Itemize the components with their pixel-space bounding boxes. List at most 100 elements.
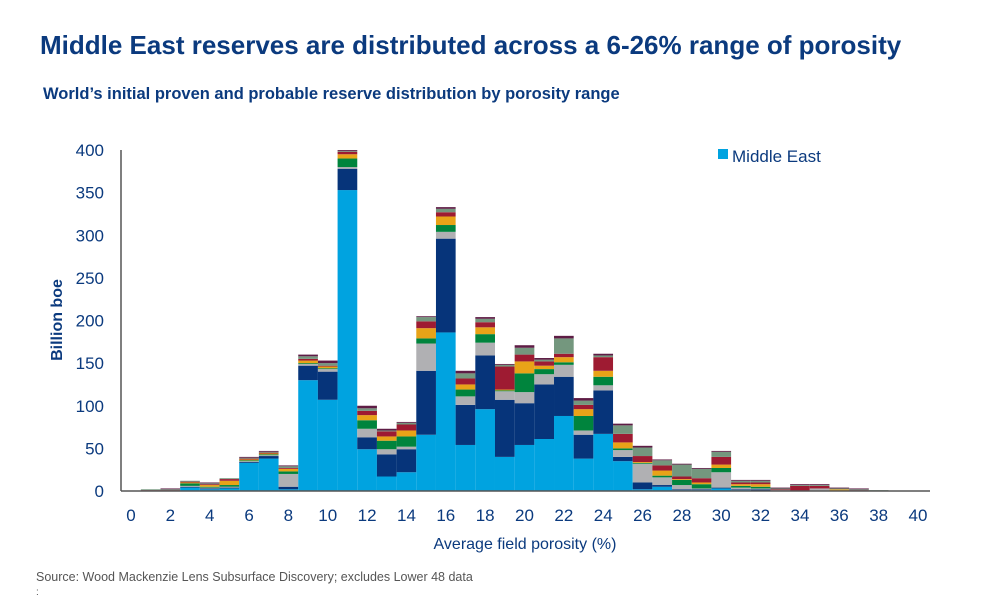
bar-segment-4-series-2 — [199, 487, 220, 489]
bar-segment-21-series-6 — [534, 359, 555, 362]
bar-segment-29-series-4 — [691, 482, 712, 485]
bar-segment-18-series-7 — [475, 317, 495, 319]
bar-segment-19-series-0 — [494, 456, 515, 491]
bar-segment-34-series-5 — [790, 485, 810, 491]
bar-segment-32-series-7 — [750, 479, 771, 481]
bar-segment-18-series-0 — [475, 409, 495, 491]
bar-segment-25-series-7 — [613, 423, 633, 426]
bar-segment-16-series-3 — [435, 225, 456, 232]
bar-segment-20-series-4 — [514, 361, 535, 374]
bar-segment-28-series-2 — [672, 485, 692, 490]
bar-segment-21-series-5 — [534, 361, 555, 366]
bar-segment-18-series-5 — [475, 322, 495, 328]
bar-segment-27-series-6 — [652, 460, 673, 466]
bar-segment-26-series-5 — [632, 456, 653, 463]
bar-segment-29-series-2 — [691, 488, 712, 490]
bar-segment-9-series-6 — [298, 356, 318, 359]
bar-segment-35-series-6 — [809, 485, 830, 486]
bar-segment-3-series-4 — [180, 482, 200, 484]
y-tick-label: 0 — [95, 482, 104, 501]
bar-segment-26-series-0 — [632, 489, 653, 491]
bar-segment-26-series-2 — [632, 463, 653, 483]
bar-segment-31-series-5 — [731, 482, 751, 485]
x-tick-label: 2 — [166, 506, 175, 525]
bar-segment-18-series-2 — [475, 342, 495, 356]
bar-segment-22-series-6 — [554, 338, 574, 354]
bar-segment-5-series-4 — [219, 480, 240, 486]
bar-segment-4-series-0 — [199, 489, 220, 491]
bar-segment-19-series-6 — [494, 364, 515, 367]
bar-segment-23-series-1 — [573, 434, 594, 459]
bar-segment-29-series-5 — [691, 478, 712, 483]
bar-segment-5-series-3 — [219, 485, 240, 487]
bar-segment-3-series-0 — [180, 487, 200, 491]
bar-segment-14-series-3 — [396, 436, 417, 447]
bar-segment-23-series-6 — [573, 400, 594, 405]
bar-segment-7-series-4 — [258, 453, 279, 455]
bar-segment-18-series-1 — [475, 355, 495, 410]
bar-segment-32-series-3 — [750, 486, 771, 489]
x-tick-label: 22 — [554, 506, 573, 525]
bar-segment-23-series-4 — [573, 409, 594, 416]
bar-segment-6-series-2 — [239, 461, 259, 463]
bar-segment-15-series-3 — [416, 338, 436, 344]
bar-segment-15-series-6 — [416, 317, 436, 322]
bar-segment-17-series-1 — [455, 404, 476, 445]
bar-segment-11-series-3 — [337, 158, 358, 168]
bar-segment-15-series-5 — [416, 321, 436, 329]
y-tick-label: 50 — [85, 439, 104, 458]
y-tick-label: 350 — [76, 184, 104, 203]
bar-segment-12-series-5 — [357, 410, 377, 416]
bar-segment-9-series-3 — [298, 363, 318, 364]
bar-segment-24-series-3 — [593, 376, 614, 386]
y-axis-label: Billion boe — [49, 279, 66, 361]
bar-segment-11-series-6 — [337, 150, 358, 152]
bar-segment-22-series-1 — [554, 376, 574, 416]
bar-segment-8-series-5 — [278, 467, 299, 469]
bar-segment-21-series-0 — [534, 438, 555, 491]
bar-segment-14-series-6 — [396, 422, 417, 425]
bar-segment-32-series-6 — [750, 480, 771, 483]
x-tick-label: 26 — [633, 506, 652, 525]
bar-segment-10-series-3 — [317, 368, 338, 370]
bar-segment-6-series-3 — [239, 460, 259, 462]
bar-segment-26-series-7 — [632, 445, 653, 448]
bar-segment-17-series-7 — [455, 370, 476, 374]
bar-segment-31-series-4 — [731, 484, 751, 486]
bar-segment-5-series-2 — [219, 486, 240, 488]
bar-segment-12-series-4 — [357, 415, 377, 421]
x-tick-label: 28 — [672, 506, 691, 525]
bar-segment-37-series-6 — [849, 489, 869, 491]
bar-segment-3-series-6 — [180, 480, 200, 482]
bar-segment-34-series-7 — [790, 484, 810, 486]
bar-segment-30-series-4 — [711, 464, 732, 468]
bar-segment-27-series-3 — [652, 475, 673, 478]
chart-subtitle: World’s initial proven and probable rese… — [43, 85, 620, 103]
bar-segment-16-series-7 — [435, 207, 456, 209]
bar-segment-19-series-5 — [494, 366, 515, 390]
bar-segment-14-series-5 — [396, 424, 417, 431]
bar-segment-20-series-7 — [514, 345, 535, 348]
bar-segment-2-series-6 — [160, 489, 181, 491]
bar-segment-17-series-6 — [455, 373, 476, 379]
bar-segment-28-series-3 — [672, 479, 692, 486]
bar-segment-27-series-4 — [652, 470, 673, 476]
bar-segment-32-series-5 — [750, 482, 771, 485]
y-tick-label: 250 — [76, 269, 104, 288]
bar-segment-3-series-3 — [180, 483, 200, 486]
bar-segment-22-series-3 — [554, 362, 574, 365]
bar-segment-12-series-7 — [357, 405, 377, 409]
bar-segment-24-series-0 — [593, 433, 614, 491]
bar-segment-13-series-7 — [376, 428, 397, 431]
bar-segment-7-series-2 — [258, 455, 279, 457]
bar-segment-25-series-4 — [613, 442, 633, 449]
bar-segment-19-series-7 — [494, 363, 515, 365]
bar-segment-22-series-2 — [554, 364, 574, 377]
bar-segment-25-series-2 — [613, 450, 633, 457]
y-tick-label: 200 — [76, 312, 104, 331]
bar-segment-17-series-2 — [455, 396, 476, 405]
bar-segment-11-series-2 — [337, 167, 358, 169]
bar-segment-15-series-4 — [416, 328, 436, 339]
bar-segment-21-series-7 — [534, 358, 555, 360]
bar-segment-36-series-6 — [829, 488, 850, 490]
